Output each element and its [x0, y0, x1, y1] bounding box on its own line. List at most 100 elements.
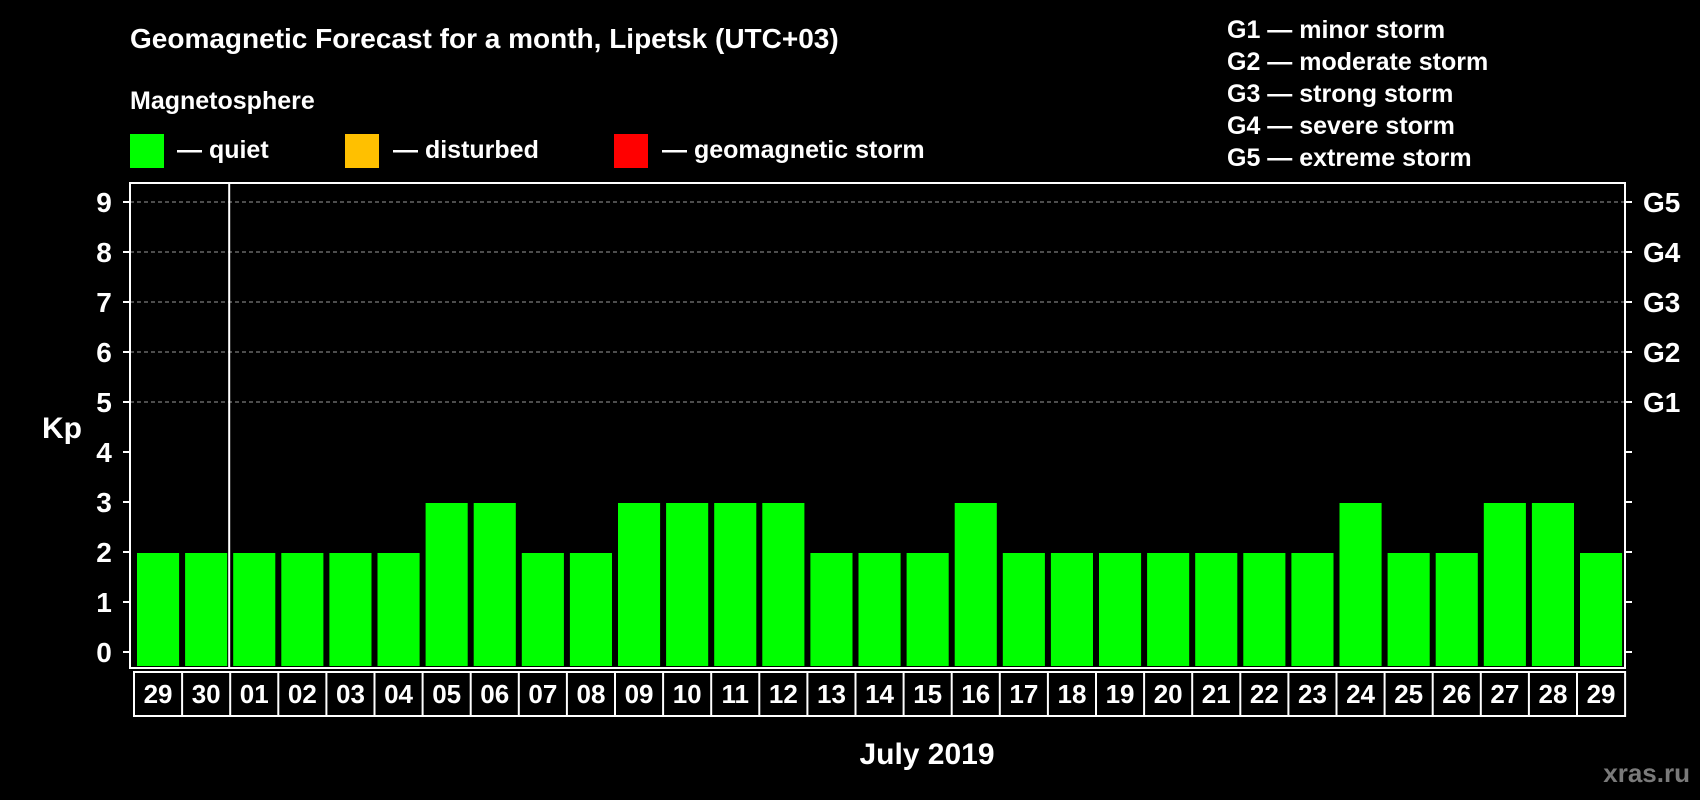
bar — [1147, 553, 1190, 666]
bar — [137, 553, 180, 666]
x-tick-label: 29 — [1587, 679, 1616, 709]
storm-level-g4: G4 — [1643, 237, 1681, 268]
x-tick-label: 19 — [1106, 679, 1135, 709]
x-tick-label: 20 — [1154, 679, 1183, 709]
bar — [618, 503, 661, 666]
right-storm-axis: G1 G2 G3 G4 G5 — [1643, 187, 1681, 418]
x-tick-label: 05 — [432, 679, 461, 709]
y-tick-label: 1 — [96, 587, 112, 618]
x-tick-label: 08 — [576, 679, 605, 709]
storm-scale-g3: G3 — strong storm — [1227, 80, 1453, 108]
chart-subtitle: Magnetosphere — [130, 87, 315, 115]
bar — [1531, 503, 1574, 666]
x-axis-dates: 29 30 01 02 03 04 05 06 07 08 09 10 11 12 13 14 15 16 17 18… — [133, 671, 1627, 717]
y-tick-label: 5 — [96, 387, 112, 418]
bar — [1050, 553, 1093, 666]
x-tick-label: 15 — [913, 679, 942, 709]
plot-frame — [129, 182, 1626, 669]
date-strip — [133, 671, 1627, 717]
bar — [714, 503, 757, 666]
x-tick-label: 25 — [1394, 679, 1423, 709]
bar — [233, 553, 276, 666]
storm-scale-g5: G5 — extreme storm — [1227, 144, 1472, 172]
storm-level-g3: G3 — [1643, 287, 1680, 318]
x-tick-label: 21 — [1202, 679, 1231, 709]
watermark: xras.ru — [1603, 758, 1690, 788]
bar — [1291, 553, 1334, 666]
storm-scale-legend: G1 — minor storm G2 — moderate storm G3 … — [1227, 16, 1488, 172]
bar — [1580, 553, 1623, 666]
bar — [521, 553, 564, 666]
x-tick-label: 13 — [817, 679, 846, 709]
x-tick-label: 16 — [961, 679, 990, 709]
y-tick-label: 8 — [96, 237, 112, 268]
x-tick-label: 28 — [1538, 679, 1567, 709]
y-tick-label: 6 — [96, 337, 112, 368]
x-tick-label: 09 — [625, 679, 654, 709]
storm-level-g5: G5 — [1643, 187, 1680, 218]
bar — [1387, 553, 1430, 666]
x-tick-label: 14 — [865, 679, 894, 709]
bar — [1339, 503, 1382, 666]
bar — [1195, 553, 1238, 666]
bar — [1483, 503, 1526, 666]
bar — [858, 553, 901, 666]
bar — [281, 553, 324, 666]
x-tick-label: 11 — [722, 679, 750, 709]
y-axis-label: Kp — [42, 412, 82, 445]
bar — [1243, 553, 1286, 666]
x-tick-label: 02 — [288, 679, 317, 709]
x-tick-label: 06 — [480, 679, 509, 709]
x-tick-label: 18 — [1057, 679, 1086, 709]
bars — [137, 503, 1623, 666]
x-tick-label: 26 — [1442, 679, 1471, 709]
legend-swatch-storm — [614, 134, 648, 168]
x-tick-label: 10 — [673, 679, 702, 709]
bar — [377, 553, 420, 666]
y-tick-label: 3 — [96, 487, 112, 518]
bar — [906, 553, 949, 666]
x-axis-label: July 2019 — [859, 738, 994, 771]
bar — [329, 553, 372, 666]
y-tick-label: 9 — [96, 187, 112, 218]
legend-swatch-disturbed — [345, 134, 379, 168]
storm-level-g2: G2 — [1643, 337, 1680, 368]
bar — [473, 503, 516, 666]
bar — [666, 503, 709, 666]
x-tick-label: 24 — [1346, 679, 1375, 709]
storm-scale-g4: G4 — severe storm — [1227, 112, 1455, 140]
x-tick-label: 07 — [528, 679, 557, 709]
bar — [762, 503, 805, 666]
storm-scale-g1: G1 — minor storm — [1227, 16, 1445, 44]
x-tick-label: 04 — [384, 679, 413, 709]
y-tick-label: 7 — [96, 287, 112, 318]
legend-label-quiet: — quiet — [177, 136, 269, 164]
bar — [1099, 553, 1142, 666]
legend-label-disturbed: — disturbed — [393, 136, 539, 164]
x-tick-label: 22 — [1250, 679, 1279, 709]
x-tick-label: 29 — [144, 679, 173, 709]
bar — [185, 553, 228, 666]
y-tick-label: 0 — [96, 637, 112, 668]
bar — [1435, 553, 1478, 666]
y-tick-label: 2 — [96, 537, 112, 568]
grid-lines — [130, 201, 1625, 403]
legend: — quiet — disturbed — geomagnetic storm — [130, 134, 925, 168]
bar — [954, 503, 997, 666]
x-tick-label: 01 — [240, 679, 269, 709]
legend-label-storm: — geomagnetic storm — [662, 136, 925, 164]
bar — [810, 553, 853, 666]
x-tick-label: 03 — [336, 679, 365, 709]
x-tick-label: 23 — [1298, 679, 1327, 709]
bar — [425, 503, 468, 666]
bar — [1002, 553, 1045, 666]
storm-scale-g2: G2 — moderate storm — [1227, 48, 1488, 76]
x-tick-label: 17 — [1009, 679, 1038, 709]
x-tick-label: 30 — [192, 679, 221, 709]
chart-title: Geomagnetic Forecast for a month, Lipets… — [130, 23, 839, 54]
x-tick-label: 27 — [1490, 679, 1519, 709]
legend-swatch-quiet — [130, 134, 164, 168]
x-tick-label: 12 — [769, 679, 798, 709]
y-tick-label: 4 — [96, 437, 112, 468]
